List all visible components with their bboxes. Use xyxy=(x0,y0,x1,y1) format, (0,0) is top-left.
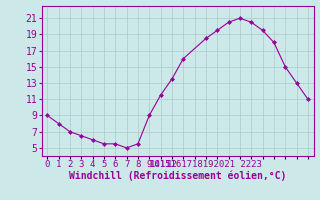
X-axis label: Windchill (Refroidissement éolien,°C): Windchill (Refroidissement éolien,°C) xyxy=(69,171,286,181)
